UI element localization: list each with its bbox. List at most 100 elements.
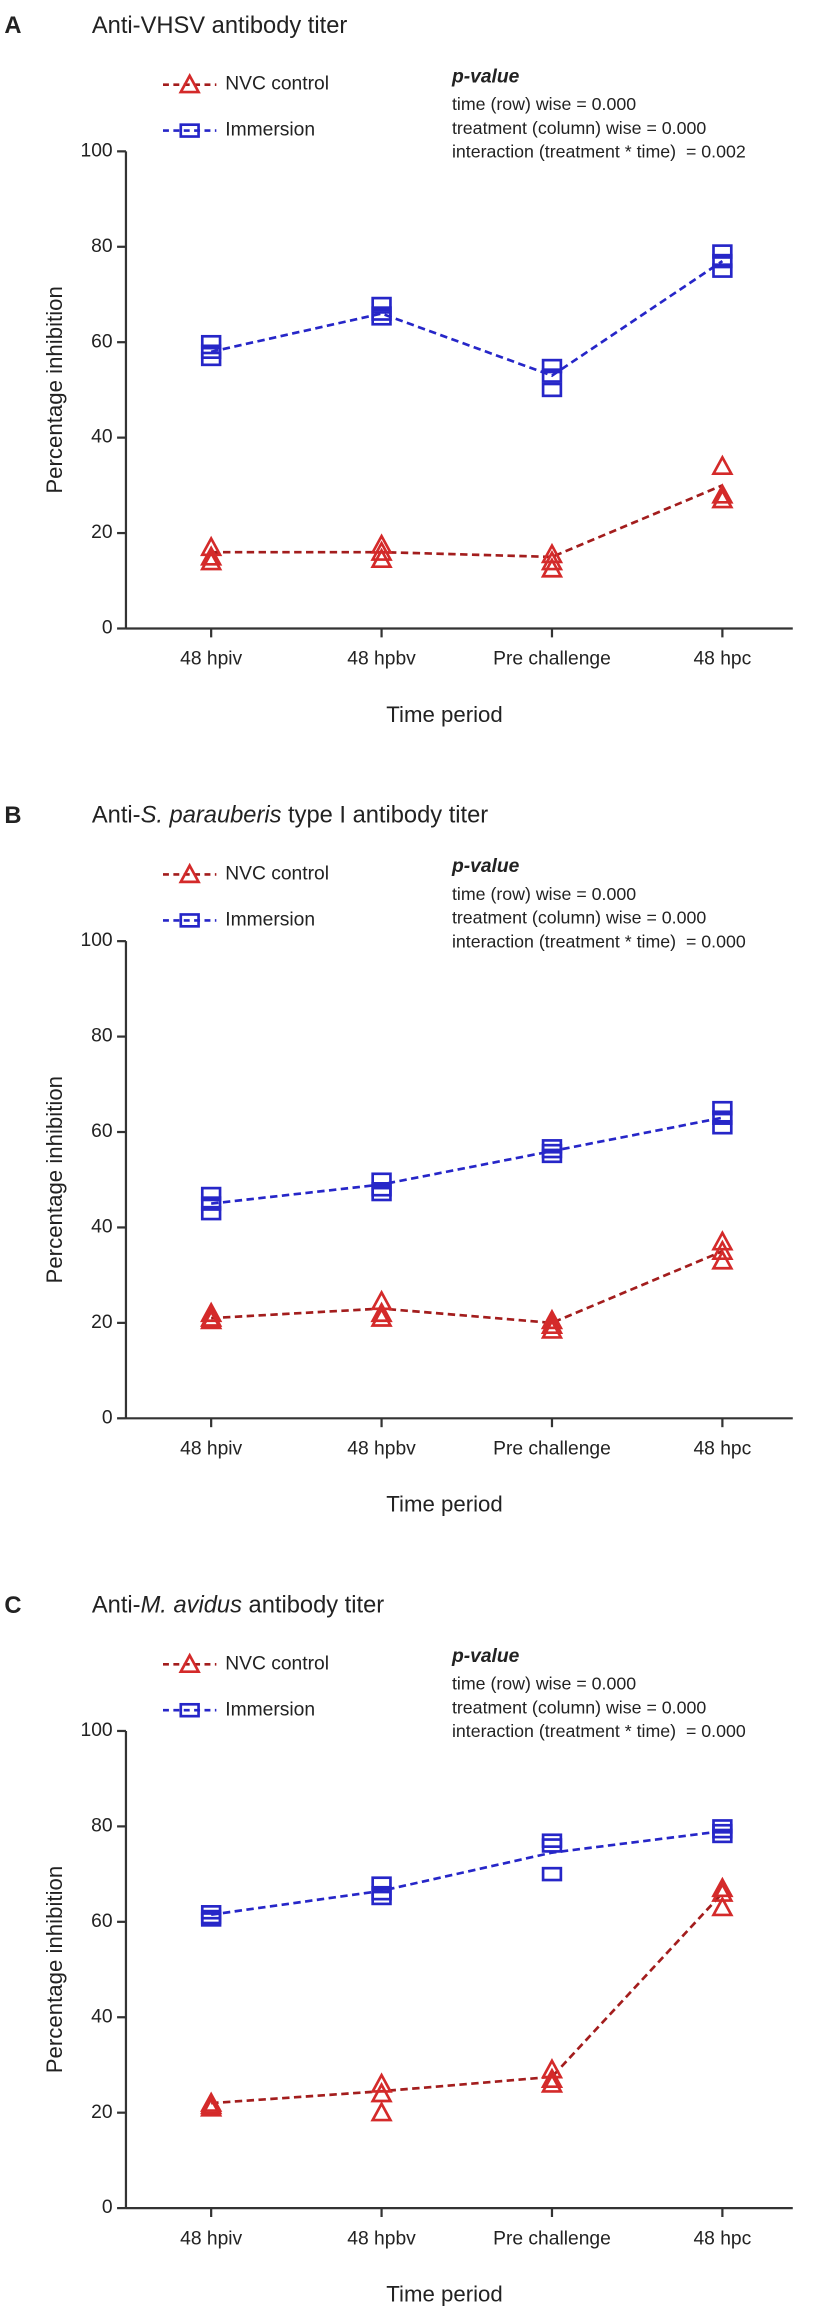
annotation-title: p-value: [451, 856, 520, 877]
x-tick-label: Pre challenge: [493, 649, 611, 670]
legend-label: NVC control: [225, 74, 329, 95]
x-axis-label: Time period: [386, 702, 502, 727]
title-part: Anti-: [92, 1593, 141, 1619]
triangle-marker: [370, 1301, 393, 1323]
chart-title: Anti-VHSV antibody titer: [92, 13, 348, 39]
square-marker: [541, 358, 563, 374]
triangle-marker: [540, 2067, 564, 2089]
x-tick-label: 48 hpc: [693, 2228, 751, 2249]
series-line: [211, 484, 723, 559]
legend-label: Immersion: [225, 120, 315, 141]
triangle-marker: [711, 1895, 734, 1917]
triangle-marker: [540, 1318, 564, 1339]
x-axis-label: Time period: [386, 2281, 502, 2306]
square-marker: [200, 1912, 222, 1927]
y-tick-label: 60: [91, 331, 112, 352]
x-tick-label: 48 hpiv: [180, 649, 242, 670]
square-marker: [371, 1186, 392, 1202]
x-tick-label: 48 hpiv: [180, 2228, 242, 2249]
square-marker: [712, 1110, 733, 1125]
panel-label: A: [4, 13, 21, 39]
triangle-marker: [711, 1239, 734, 1261]
panel-label: C: [4, 1593, 21, 1619]
square-marker: [712, 263, 733, 278]
triangle-marker: [711, 1876, 734, 1898]
annotation-title: p-value: [451, 66, 520, 87]
chart-title: Anti-S. parauberis type I antibody titer: [92, 803, 488, 829]
triangle-marker: [370, 2081, 393, 2103]
annotation: interaction (treatment * time) = 0.000: [452, 1721, 746, 1741]
y-tick-label: 40: [91, 427, 112, 448]
square-marker: [200, 334, 222, 350]
square-marker: [371, 311, 392, 326]
triangle-marker: [200, 1308, 223, 1330]
panel-label: B: [4, 803, 21, 829]
y-tick-label: 40: [91, 2006, 112, 2027]
y-axis-label: Percentage inhibition: [42, 286, 67, 494]
square-marker: [712, 244, 733, 259]
legend-label: NVC control: [225, 1653, 329, 1674]
chart-panel: A Anti-VHSV antibody titer p-value time (ro…: [4, 13, 793, 727]
y-tick-label: 80: [91, 236, 112, 257]
title-part: Anti-VHSV antibody titer: [92, 13, 348, 39]
y-tick-label: 0: [102, 618, 113, 639]
annotation: treatment (column) wise = 0.000: [452, 908, 706, 928]
x-tick-label: 48 hpbv: [347, 649, 416, 670]
annotation: time (row) wise = 0.000: [452, 94, 636, 114]
chart-panel: B Anti-S. parauberis type I antibody tite…: [4, 803, 793, 1517]
square-marker: [371, 1876, 392, 1891]
legend-label: Immersion: [225, 910, 315, 931]
y-tick-label: 40: [91, 1217, 112, 1238]
title-part: M. avidus: [141, 1593, 243, 1619]
series-line: [210, 259, 724, 378]
square-marker: [541, 1866, 563, 1882]
square-marker: [200, 1205, 222, 1221]
square-marker: [200, 1196, 222, 1211]
x-tick-label: 48 hpbv: [347, 1439, 416, 1460]
square-marker: [371, 1890, 392, 1906]
y-tick-label: 100: [80, 1720, 112, 1741]
legend-label: NVC control: [225, 864, 329, 885]
y-tick-label: 80: [91, 1815, 112, 1836]
square-marker: [541, 1838, 563, 1853]
x-tick-label: 48 hpc: [693, 649, 751, 670]
annotation: time (row) wise = 0.000: [452, 884, 636, 904]
y-tick-label: 100: [80, 930, 112, 951]
y-tick-label: 0: [102, 2197, 113, 2218]
x-tick-label: 48 hpiv: [180, 1439, 242, 1460]
square-marker: [179, 913, 200, 928]
series-line: [210, 1829, 723, 1916]
triangle-marker: [711, 487, 734, 509]
square-marker: [541, 1148, 563, 1164]
triangle-marker: [711, 483, 734, 504]
square-marker: [712, 1828, 733, 1844]
y-axis-label: Percentage inhibition: [42, 1866, 67, 2074]
triangle-marker: [200, 2096, 223, 2117]
square-marker: [179, 1702, 200, 1718]
triangle-marker: [540, 557, 564, 578]
triangle-marker: [370, 540, 393, 561]
title-part: Anti-: [92, 803, 141, 829]
y-tick-label: 0: [102, 1407, 113, 1428]
y-tick-label: 20: [91, 522, 112, 543]
square-marker: [712, 1119, 733, 1135]
chart-title: Anti-M. avidus antibody titer: [92, 1593, 384, 1619]
y-tick-label: 80: [91, 1026, 112, 1047]
square-marker: [712, 1100, 733, 1116]
square-marker: [541, 368, 563, 383]
y-tick-label: 60: [91, 1911, 112, 1932]
annotation: interaction (treatment * time) = 0.002: [452, 142, 746, 162]
title-part: S. parauberis: [141, 803, 282, 829]
triangle-marker: [200, 1301, 223, 1323]
triangle-marker: [370, 2072, 393, 2093]
triangle-marker: [200, 550, 223, 571]
square-marker: [200, 1186, 222, 1202]
triangle-marker: [540, 2072, 564, 2093]
y-tick-label: 100: [80, 140, 112, 161]
square-marker: [179, 123, 200, 138]
triangle-marker: [370, 1306, 393, 1327]
y-tick-label: 60: [91, 1121, 112, 1142]
y-tick-label: 20: [91, 2102, 112, 2123]
annotation: treatment (column) wise = 0.000: [452, 1697, 706, 1717]
triangle-marker: [178, 862, 201, 884]
